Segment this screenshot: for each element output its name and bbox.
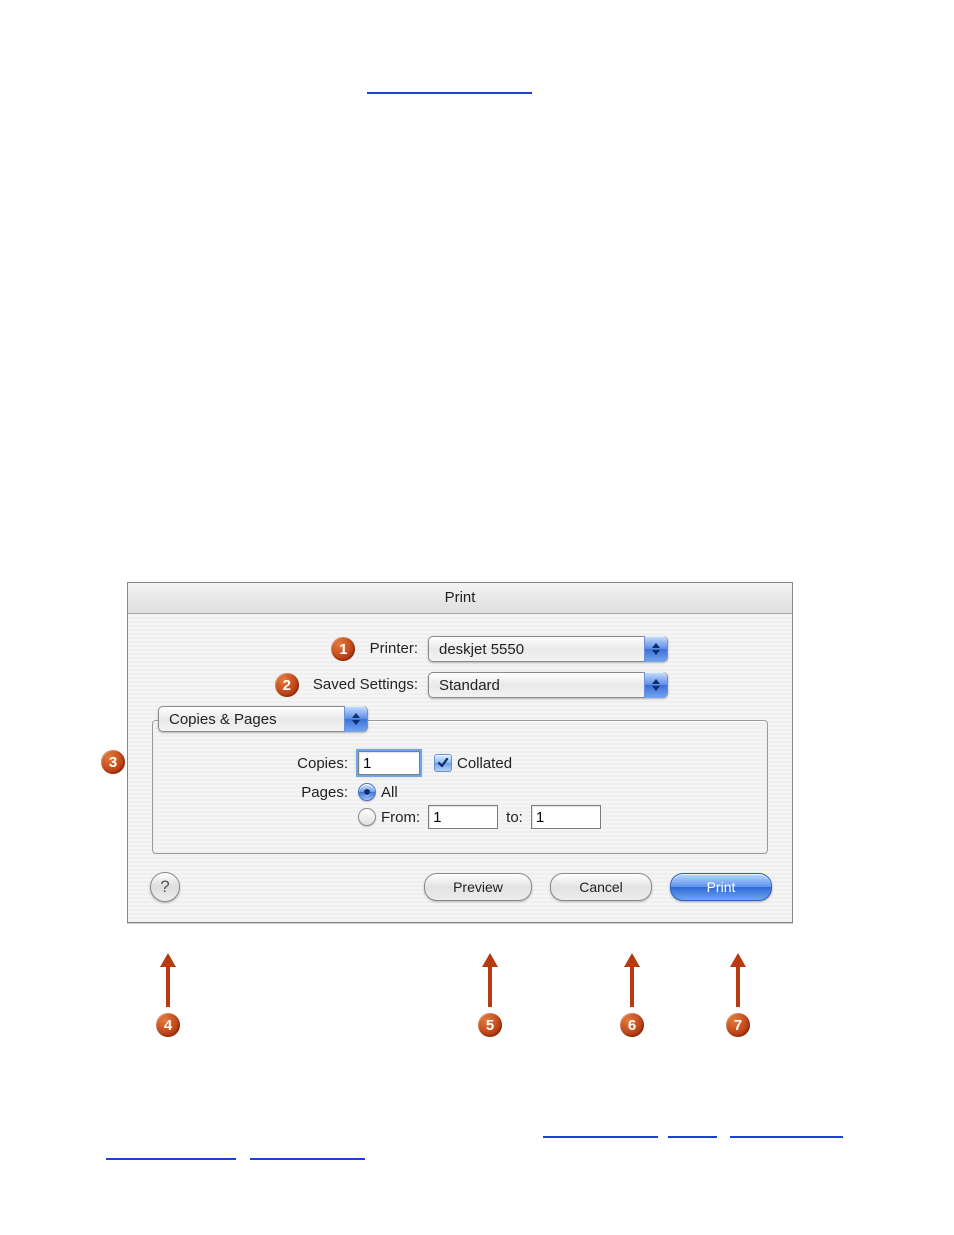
printer-label: Printer: <box>370 640 418 657</box>
saved-settings-label: Saved Settings: <box>313 676 418 693</box>
pages-all-label: All <box>381 784 398 801</box>
popup-arrows-icon <box>644 672 667 698</box>
callout-7-arrow: 7 <box>726 953 750 1037</box>
pages-from-label: From: <box>381 809 420 826</box>
panel-selector-value: Copies & Pages <box>169 711 277 728</box>
help-icon: ? <box>160 877 169 897</box>
callout-4: 4 <box>156 1013 180 1037</box>
printer-popup[interactable]: deskjet 5550 <box>428 636 668 662</box>
button-row: ? Preview Cancel Print <box>128 854 792 922</box>
popup-arrows-icon <box>344 706 367 732</box>
callout-2: 2 <box>275 673 299 697</box>
pages-all-row: Pages: All <box>173 783 747 801</box>
saved-settings-row: 2 Saved Settings: Standard <box>128 662 792 702</box>
preview-button-label: Preview <box>453 879 503 895</box>
link-underline <box>250 1158 365 1160</box>
pages-all-radio[interactable] <box>358 783 376 801</box>
collated-checkbox[interactable] <box>434 754 452 772</box>
dialog-title: Print <box>128 583 792 614</box>
pages-to-input[interactable] <box>531 805 601 829</box>
saved-settings-popup[interactable]: Standard <box>428 672 668 698</box>
cancel-button-label: Cancel <box>579 879 623 895</box>
link-underline <box>730 1136 843 1138</box>
link-underline <box>668 1136 717 1138</box>
printer-row: 1 Printer: deskjet 5550 <box>128 614 792 662</box>
printer-value: deskjet 5550 <box>439 641 524 658</box>
callout-5: 5 <box>478 1013 502 1037</box>
collated-label: Collated <box>457 755 512 772</box>
callout-5-arrow: 5 <box>478 953 502 1037</box>
copies-input[interactable] <box>358 751 420 775</box>
print-button-label: Print <box>707 879 736 895</box>
cancel-button[interactable]: Cancel <box>550 873 652 901</box>
help-button[interactable]: ? <box>150 872 180 902</box>
copies-label: Copies: <box>173 755 358 772</box>
copies-row: Copies: Collated <box>173 751 747 775</box>
pages-from-radio[interactable] <box>358 808 376 826</box>
callout-6: 6 <box>620 1013 644 1037</box>
callout-3: 3 <box>101 750 125 774</box>
link-underline <box>106 1158 236 1160</box>
popup-arrows-icon <box>644 636 667 662</box>
panel-area: Copies & Pages Copies: Col <box>152 720 768 854</box>
copies-pages-panel: Copies: Collated Pages: All <box>152 720 768 854</box>
top-link-underline <box>367 92 532 94</box>
panel-selector-popup[interactable]: Copies & Pages <box>158 706 368 732</box>
saved-settings-value: Standard <box>439 677 500 694</box>
callout-1: 1 <box>331 637 355 661</box>
pages-from-input[interactable] <box>428 805 498 829</box>
preview-button[interactable]: Preview <box>424 873 532 901</box>
pages-label: Pages: <box>173 784 358 801</box>
callout-7: 7 <box>726 1013 750 1037</box>
print-dialog: Print 1 Printer: deskjet 5550 2 S <box>127 582 793 923</box>
callout-6-arrow: 6 <box>620 953 644 1037</box>
link-underline <box>543 1136 658 1138</box>
pages-range-row: From: to: <box>173 805 747 829</box>
pages-to-label: to: <box>506 809 523 826</box>
callout-4-arrow: 4 <box>156 953 180 1037</box>
print-button[interactable]: Print <box>670 873 772 901</box>
